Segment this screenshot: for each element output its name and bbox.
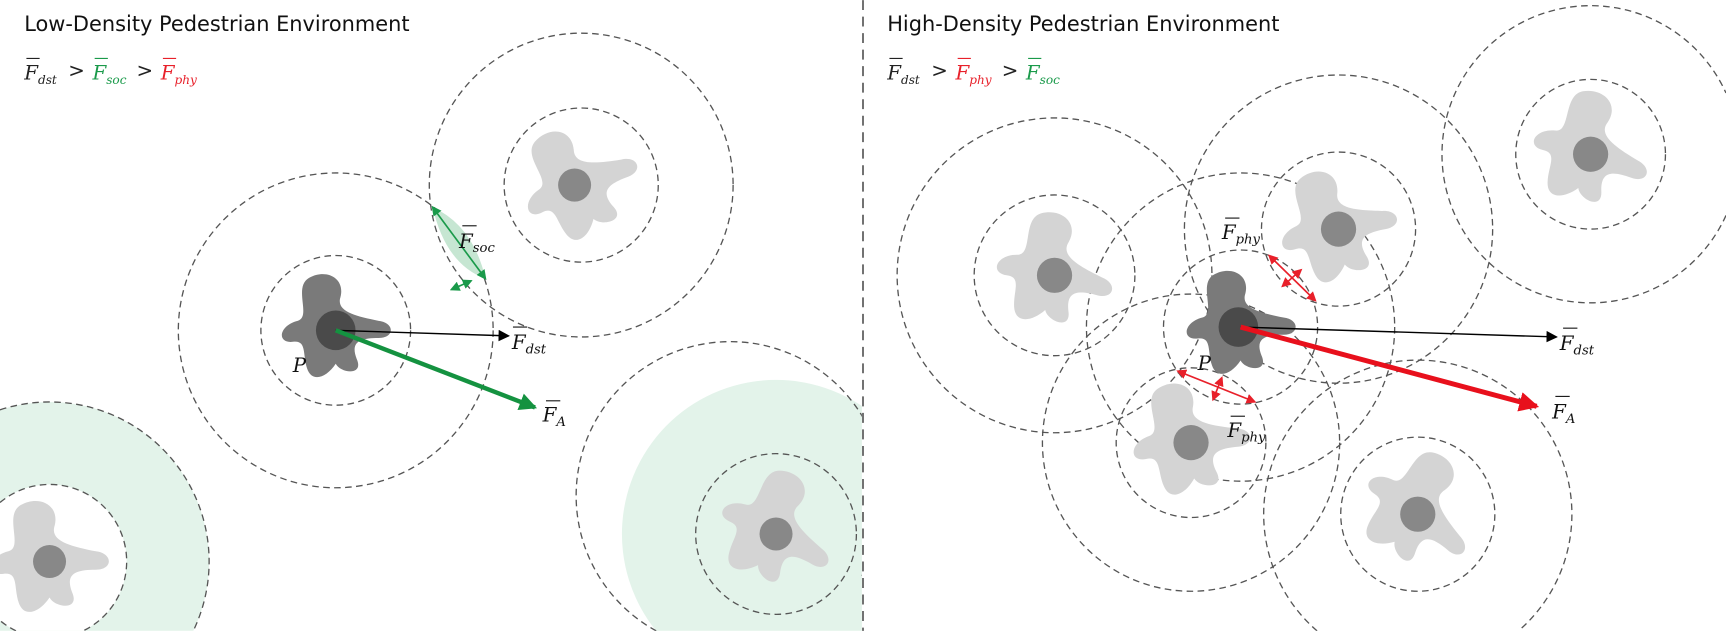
svg-text:Fdst: Fdst xyxy=(23,61,57,86)
svg-text:>: > xyxy=(136,59,153,82)
pedestrian-other xyxy=(985,77,1668,591)
label-f-a: FA xyxy=(1551,400,1575,426)
resultant-force-arrow xyxy=(1239,324,1540,412)
svg-text:Fsoc: Fsoc xyxy=(1025,61,1060,86)
vector-overbars xyxy=(1225,217,1578,417)
physical-force-overlap-bottom xyxy=(1211,376,1224,402)
social-zone-p xyxy=(1085,172,1396,482)
destination-force-arrow xyxy=(335,329,510,342)
pedestrian-p xyxy=(281,274,391,378)
svg-text:Fdst: Fdst xyxy=(886,61,920,86)
label-f-dst: Fdst xyxy=(1559,332,1595,358)
pedestrian-p xyxy=(1186,270,1296,374)
svg-text:Fphy: Fphy xyxy=(160,61,197,86)
physical-force-overlap-top xyxy=(1281,268,1303,288)
social-force-overlap-arrow xyxy=(449,279,473,291)
label-p: P xyxy=(292,354,307,377)
label-f-phy-top: Fphy xyxy=(1221,221,1261,247)
right-title: High-Density Pedestrian Environment xyxy=(887,12,1279,36)
svg-text:Fsoc: Fsoc xyxy=(91,61,126,86)
resultant-force-arrow xyxy=(334,328,538,411)
svg-text:Fphy: Fphy xyxy=(954,61,991,86)
left-panel: Fdst Fsoc FA P Low-Density Pedestrian En… xyxy=(0,12,862,631)
right-ordering: Fdst > Fphy > Fsoc xyxy=(886,57,1060,87)
right-panel: Fphy Fphy Fdst FA P High-Density Pedestr… xyxy=(886,4,1726,631)
physical-zone-p xyxy=(260,254,412,406)
social-force-arrow xyxy=(431,205,487,280)
left-ordering: Fdst > Fsoc > Fphy xyxy=(23,57,197,87)
label-f-soc: Fsoc xyxy=(458,230,495,256)
left-title: Low-Density Pedestrian Environment xyxy=(24,12,409,36)
vector-overbars xyxy=(462,225,561,402)
label-f-phy-bottom: Fphy xyxy=(1226,419,1266,445)
label-f-a: FA xyxy=(542,404,566,430)
label-p: P xyxy=(1197,352,1212,375)
destination-force-arrow xyxy=(1240,326,1558,343)
pedestrian-other xyxy=(0,107,858,612)
svg-text:>: > xyxy=(931,59,948,82)
svg-text:>: > xyxy=(68,59,85,82)
label-f-dst: Fdst xyxy=(511,331,547,357)
svg-text:>: > xyxy=(1002,59,1019,82)
